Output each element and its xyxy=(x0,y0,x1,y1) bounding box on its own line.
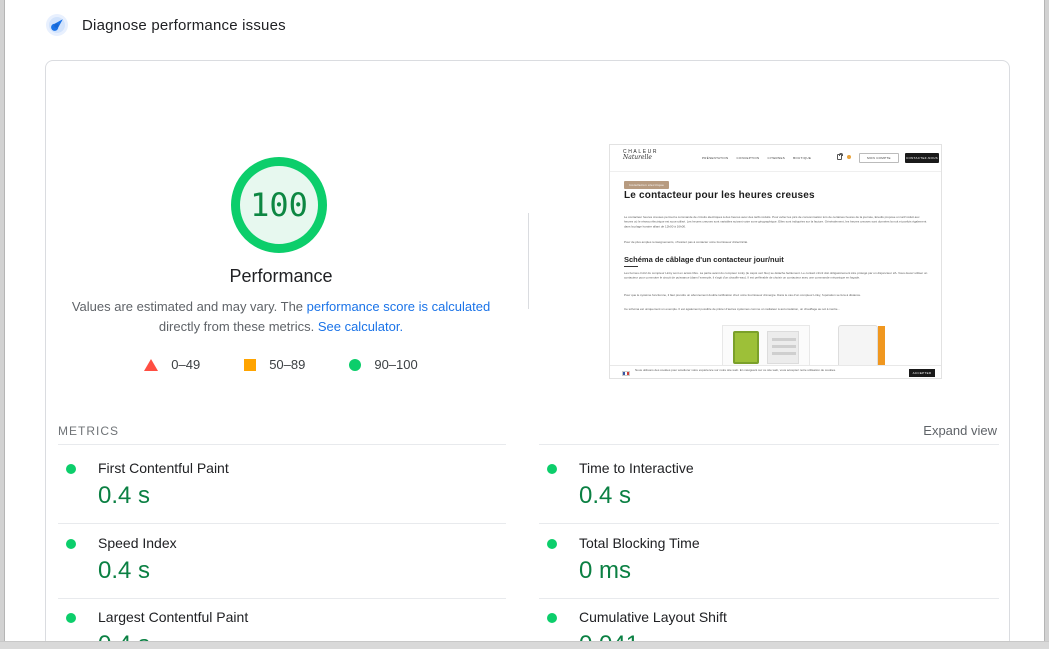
thumb-site-header: CHALEUR Naturelle PRÉSENTATION CONCEPTIO… xyxy=(610,145,941,172)
metric-value: 0.4 s xyxy=(98,557,151,584)
performance-category-label: Performance xyxy=(229,266,333,286)
thumb-subtitle-underline xyxy=(624,266,638,267)
thumb-cart-badge xyxy=(847,155,851,159)
thumb-nav-item: CONCEPTION xyxy=(736,156,760,160)
window-left-border xyxy=(0,0,5,649)
score-legend: 0–49 50–89 90–100 xyxy=(81,357,481,372)
pass-dot-icon xyxy=(547,539,557,549)
pass-range-label: 90–100 xyxy=(374,357,418,372)
pass-dot-icon xyxy=(66,613,76,623)
metrics-divider xyxy=(539,523,999,524)
metric-name: Time to Interactive xyxy=(579,460,694,476)
page-title: Diagnose performance issues xyxy=(82,16,286,34)
thumb-french-flag-icon xyxy=(622,371,630,376)
metric-value: 0 ms xyxy=(579,557,632,584)
average-square-icon xyxy=(244,358,257,371)
thumb-site-logo: CHALEUR Naturelle xyxy=(623,149,658,161)
metric-value: 0.4 s xyxy=(98,482,151,509)
pass-dot-icon xyxy=(66,539,76,549)
metrics-divider xyxy=(58,444,506,445)
legend-pass: 90–100 xyxy=(349,357,418,372)
fail-triangle-icon xyxy=(144,358,159,371)
thumb-logo-line2: Naturelle xyxy=(623,154,652,161)
thumb-nav-item: BOUTIQUE xyxy=(793,156,812,160)
thumb-paragraph: Pour que le système fonctionne, il faut … xyxy=(624,293,861,297)
thumb-cookie-banner: Nous utilisons des cookies pour améliore… xyxy=(610,365,941,378)
thumb-cart-bag-icon xyxy=(837,153,843,160)
thumb-wiring-image xyxy=(722,325,810,369)
thumb-paragraph: Ce schéma est uniquement un exemple. Il … xyxy=(624,307,840,311)
metric-name: Cumulative Layout Shift xyxy=(579,609,727,625)
thumb-accept-button: ACCEPTER xyxy=(909,369,935,377)
thumb-cookie-text: Nous utilisons des cookies pour améliore… xyxy=(635,368,836,372)
performance-score-gauge: 100 xyxy=(231,157,327,253)
metric-name: First Contentful Paint xyxy=(98,460,229,476)
pass-circle-icon xyxy=(349,358,362,371)
thumb-electrical-panel-image xyxy=(767,331,799,364)
metrics-divider xyxy=(58,523,506,524)
summary-divider xyxy=(528,213,529,309)
metrics-divider xyxy=(58,598,506,599)
metric-value: 0.4 s xyxy=(579,482,632,509)
performance-report-card: 100 Performance Values are estimated and… xyxy=(45,60,1010,649)
pass-dot-icon xyxy=(547,613,557,623)
disclaimer-text-middle: directly from these metrics. xyxy=(158,319,318,334)
pass-dot-icon xyxy=(547,464,557,474)
thumb-logo-line1: CHALEUR xyxy=(623,149,659,155)
fail-range-label: 0–49 xyxy=(171,357,201,372)
metric-name: Total Blocking Time xyxy=(579,535,700,551)
score-calculation-link[interactable]: performance score is calculated xyxy=(306,299,491,314)
legend-average: 50–89 xyxy=(244,357,305,372)
thumb-paragraph: Le contacteur heures creuses permet la c… xyxy=(624,215,927,229)
thumb-paragraph: Pour de plus amples renseignements, n'hé… xyxy=(624,240,749,244)
horizontal-scrollbar[interactable] xyxy=(0,641,1049,649)
score-disclaimer-text: Values are estimated and may vary. The p… xyxy=(56,297,506,337)
expand-view-button[interactable]: Expand view xyxy=(923,423,997,438)
thumb-linky-meter-image xyxy=(733,331,759,364)
metrics-divider xyxy=(539,598,999,599)
see-calculator-link[interactable]: See calculator. xyxy=(317,319,404,334)
pass-dot-icon xyxy=(66,464,76,474)
disclaimer-text-before: Values are estimated and may vary. The xyxy=(71,299,307,314)
thumb-site-nav: PRÉSENTATION CONCEPTION CITERNES BOUTIQU… xyxy=(702,156,811,160)
thumb-outline-button: MON COMPTE xyxy=(859,153,899,163)
thumb-water-heater-image xyxy=(838,325,885,370)
performance-gauge-icon xyxy=(46,14,68,36)
metric-name: Largest Contentful Paint xyxy=(98,609,249,625)
thumb-category-badge: Installation électrique xyxy=(624,181,670,189)
thumb-nav-item: PRÉSENTATION xyxy=(702,156,729,160)
thumb-nav-item: CITERNES xyxy=(767,156,786,160)
legend-fail: 0–49 xyxy=(144,357,200,372)
average-range-label: 50–89 xyxy=(269,357,306,372)
metrics-divider xyxy=(539,444,999,445)
section-header: Diagnose performance issues xyxy=(45,13,286,37)
performance-score-value: 100 xyxy=(250,186,308,224)
page-screenshot-thumbnail[interactable]: CHALEUR Naturelle PRÉSENTATION CONCEPTIO… xyxy=(609,144,942,379)
thumb-paragraph: Les bornes c1/c2 du compteur Linky sont … xyxy=(624,271,928,280)
metrics-section-heading: METRICS xyxy=(58,424,119,438)
thumb-contact-button: CONTACTEZ-NOUS xyxy=(905,153,939,163)
thumb-heater-stripe xyxy=(878,326,885,370)
thumb-article-subtitle: Schéma de câblage d'un contacteur jour/n… xyxy=(624,255,784,264)
window-right-border xyxy=(1044,0,1049,649)
metric-name: Speed Index xyxy=(98,535,177,551)
thumb-article-title: Le contacteur pour les heures creuses xyxy=(624,190,815,201)
